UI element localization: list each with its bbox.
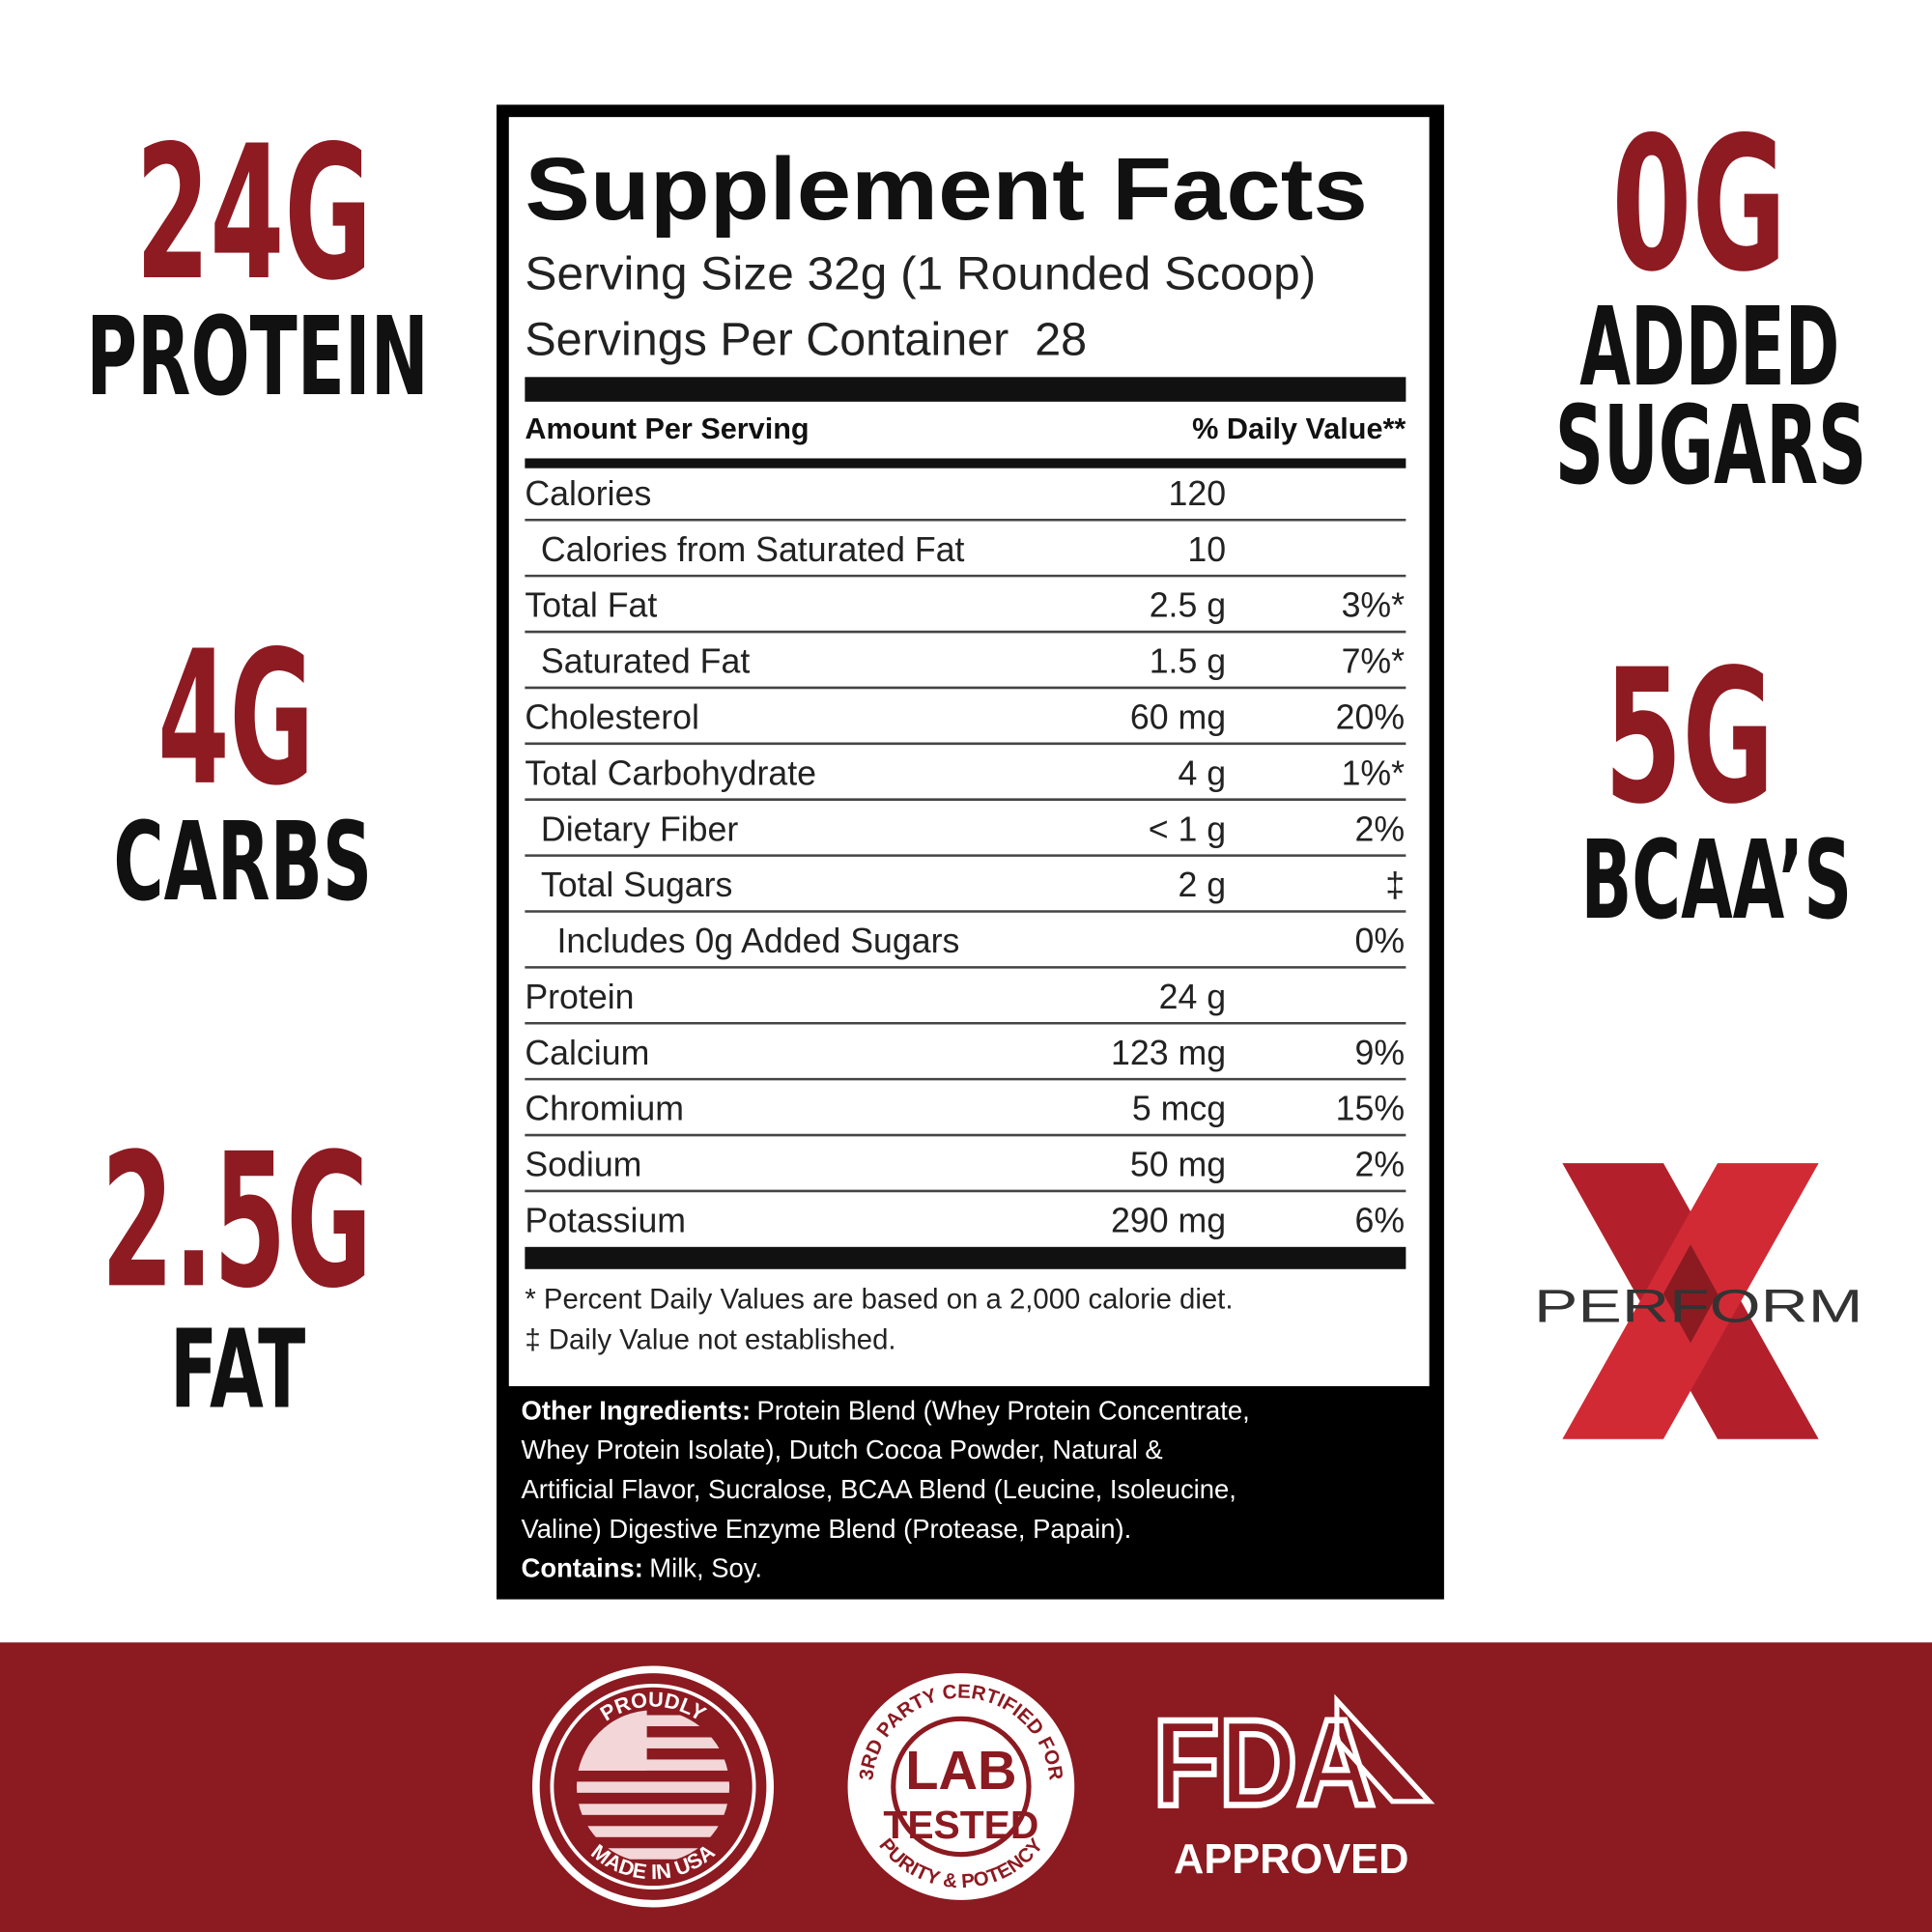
flag-stripe: [576, 1848, 730, 1860]
flag-stripe: [576, 1804, 730, 1815]
row-amount: 123 mg: [1111, 1034, 1226, 1072]
row-label: Protein: [525, 978, 634, 1016]
row-label: Chromium: [525, 1090, 684, 1128]
contains-label: Contains:: [522, 1553, 643, 1583]
flag-stripe: [576, 1737, 730, 1748]
ingredients-label: Other Ingredients:: [522, 1395, 752, 1425]
thick-rule: [525, 1246, 1406, 1269]
row-label: Calcium: [525, 1034, 649, 1072]
row-label: Saturated Fat: [541, 642, 750, 681]
callout-text: 0G: [1611, 98, 1786, 313]
row-amount: 2.5 g: [1150, 586, 1226, 625]
fda-mark: [1334, 1693, 1435, 1804]
row-label: Potassium: [525, 1202, 686, 1240]
row-label: Dietary Fiber: [541, 810, 738, 848]
servings-per-container: Servings Per Container 28: [525, 313, 1087, 365]
brand: PERFORM: [1534, 1281, 1863, 1333]
callout-text: CARBS: [113, 800, 372, 925]
fda-logo: FDA: [1153, 1695, 1376, 1833]
row-dv: 1%*: [1342, 753, 1406, 792]
callout-text: BCAA’S: [1580, 818, 1852, 944]
row-dv: 7%*: [1342, 642, 1406, 681]
row-dv: ‡: [1385, 866, 1405, 904]
amount-header: Amount Per Serving: [525, 412, 809, 445]
row-amount: 5 mcg: [1132, 1090, 1226, 1128]
ingredients-first: Other Ingredients: Protein Blend (Whey Pr…: [522, 1395, 1250, 1425]
callout-text: PROTEIN: [86, 295, 429, 420]
row-amount: 10: [1187, 530, 1226, 569]
flag-stripe: [576, 1781, 730, 1793]
thick-rule: [525, 377, 1406, 402]
row-dv: 20%: [1336, 698, 1405, 737]
row-dv: 2%: [1354, 1146, 1405, 1184]
row-amount: 120: [1169, 474, 1227, 513]
flag-stripe: [576, 1715, 730, 1726]
dv-header: % Daily Value**: [1192, 412, 1406, 445]
badge-ring: [891, 1716, 1032, 1858]
facts-title: Supplement Facts: [525, 140, 1367, 239]
lab-text: LAB: [905, 1740, 1016, 1801]
callout-text: 4G: [157, 611, 314, 827]
row-label: Sodium: [525, 1146, 641, 1184]
row-label: Calories from Saturated Fat: [541, 530, 965, 569]
row-amount: 2 g: [1178, 866, 1226, 904]
row-dv: 2%: [1354, 810, 1405, 848]
row-label: Includes 0g Added Sugars: [557, 922, 960, 960]
ingredients-line: Artificial Flavor, Sucralose, BCAA Blend…: [522, 1474, 1236, 1504]
callout-text: ADDED: [1579, 285, 1839, 411]
row-amount: 290 mg: [1111, 1202, 1226, 1240]
row-amount: 1.5 g: [1150, 642, 1226, 681]
callout-text: SUGARS: [1555, 384, 1867, 509]
callout-text: 24G: [135, 106, 372, 322]
ingredients-line: Whey Protein Isolate), Dutch Cocoa Powde…: [522, 1435, 1163, 1464]
row-label: Total Carbohydrate: [525, 753, 816, 792]
serving-size: Serving Size 32g (1 Rounded Scoop): [525, 248, 1316, 300]
callout-text: 2.5G: [101, 1114, 373, 1329]
badge-ring: [550, 1683, 756, 1889]
row-label: Calories: [525, 474, 651, 513]
row-dv: 3%*: [1342, 586, 1406, 625]
flag-stripe: [576, 1826, 730, 1837]
footnote: * Percent Daily Values are based on a 2,…: [525, 1284, 1233, 1316]
row-dv: 15%: [1336, 1090, 1405, 1128]
row-amount: < 1 g: [1149, 810, 1226, 848]
lab-text: TESTED: [883, 1803, 1038, 1847]
medium-rule: [525, 458, 1406, 469]
ingredients-line: Valine) Digestive Enzyme Blend (Protease…: [522, 1514, 1132, 1544]
footnote: ‡ Daily Value not established.: [525, 1324, 895, 1356]
fda-caption: APPROVED: [1174, 1836, 1408, 1883]
callout-text: 5G: [1605, 630, 1775, 845]
row-dv: 9%: [1354, 1034, 1405, 1072]
flag-stripe: [576, 1759, 730, 1771]
panel-body: [508, 117, 1430, 1386]
row-amount: 4 g: [1178, 753, 1226, 792]
ingredients-line: Protein Blend (Whey Protein Concentrate,: [756, 1395, 1249, 1425]
badge-ring: [532, 1665, 775, 1908]
contains-text: Milk, Soy.: [649, 1553, 762, 1583]
row-dv: 0%: [1354, 922, 1405, 960]
row-label: Cholesterol: [525, 698, 699, 737]
row-amount: 24 g: [1159, 978, 1227, 1016]
logo-x: [1662, 1244, 1719, 1344]
contains: Contains: Milk, Soy.: [522, 1553, 763, 1583]
row-amount: 60 mg: [1130, 698, 1226, 737]
callout-text: FAT: [170, 1308, 305, 1434]
row-label: Total Sugars: [541, 866, 732, 904]
row-dv: 6%: [1354, 1202, 1405, 1240]
badge-disc: [847, 1673, 1075, 1900]
row-amount: 50 mg: [1130, 1146, 1226, 1184]
row-label: Total Fat: [525, 586, 657, 625]
